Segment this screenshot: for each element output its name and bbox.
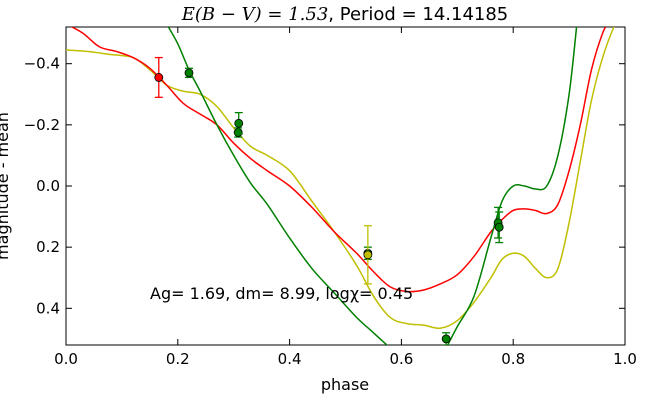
data-point (441, 334, 451, 344)
y-tick-label: −0.4 (24, 55, 60, 73)
y-axis-ticks: −0.4 −0.2 0.0 0.2 0.4 (24, 55, 625, 317)
data-point (184, 68, 194, 78)
y-tick-label: 0.4 (36, 299, 60, 317)
series-curve (70, 27, 607, 293)
plot-area (66, 27, 615, 345)
x-tick-label: 0.4 (278, 350, 302, 368)
x-axis-ticks: 0.0 0.2 0.4 0.6 0.8 1.0 (54, 27, 637, 368)
data-point (154, 73, 164, 82)
chart-title-text: , Period = 14.14185 (328, 4, 508, 25)
chart-title: E(B − V) = 1.53, Period = 14.14185 (181, 4, 509, 25)
data-point (363, 250, 373, 260)
fit-annotation: Ag= 1.69, dm= 8.99, logχ= 0.45 (150, 284, 413, 303)
series-curve (446, 27, 578, 345)
y-tick-label: 0.2 (36, 238, 60, 256)
x-tick-label: 1.0 (613, 350, 637, 368)
x-tick-label: 0.8 (501, 350, 525, 368)
x-axis-label: phase (321, 375, 369, 394)
data-point (494, 222, 504, 232)
x-tick-label: 0.6 (389, 350, 413, 368)
x-tick-label: 0.0 (54, 350, 78, 368)
y-axis-label: magnitude - mean (0, 112, 12, 260)
series-curve (66, 27, 615, 330)
x-tick-label: 0.2 (166, 350, 190, 368)
chart-title-math: E(B − V) = 1.53 (181, 4, 329, 25)
y-tick-label: 0.0 (36, 177, 60, 195)
y-tick-label: −0.2 (24, 116, 60, 134)
data-point (234, 118, 244, 128)
